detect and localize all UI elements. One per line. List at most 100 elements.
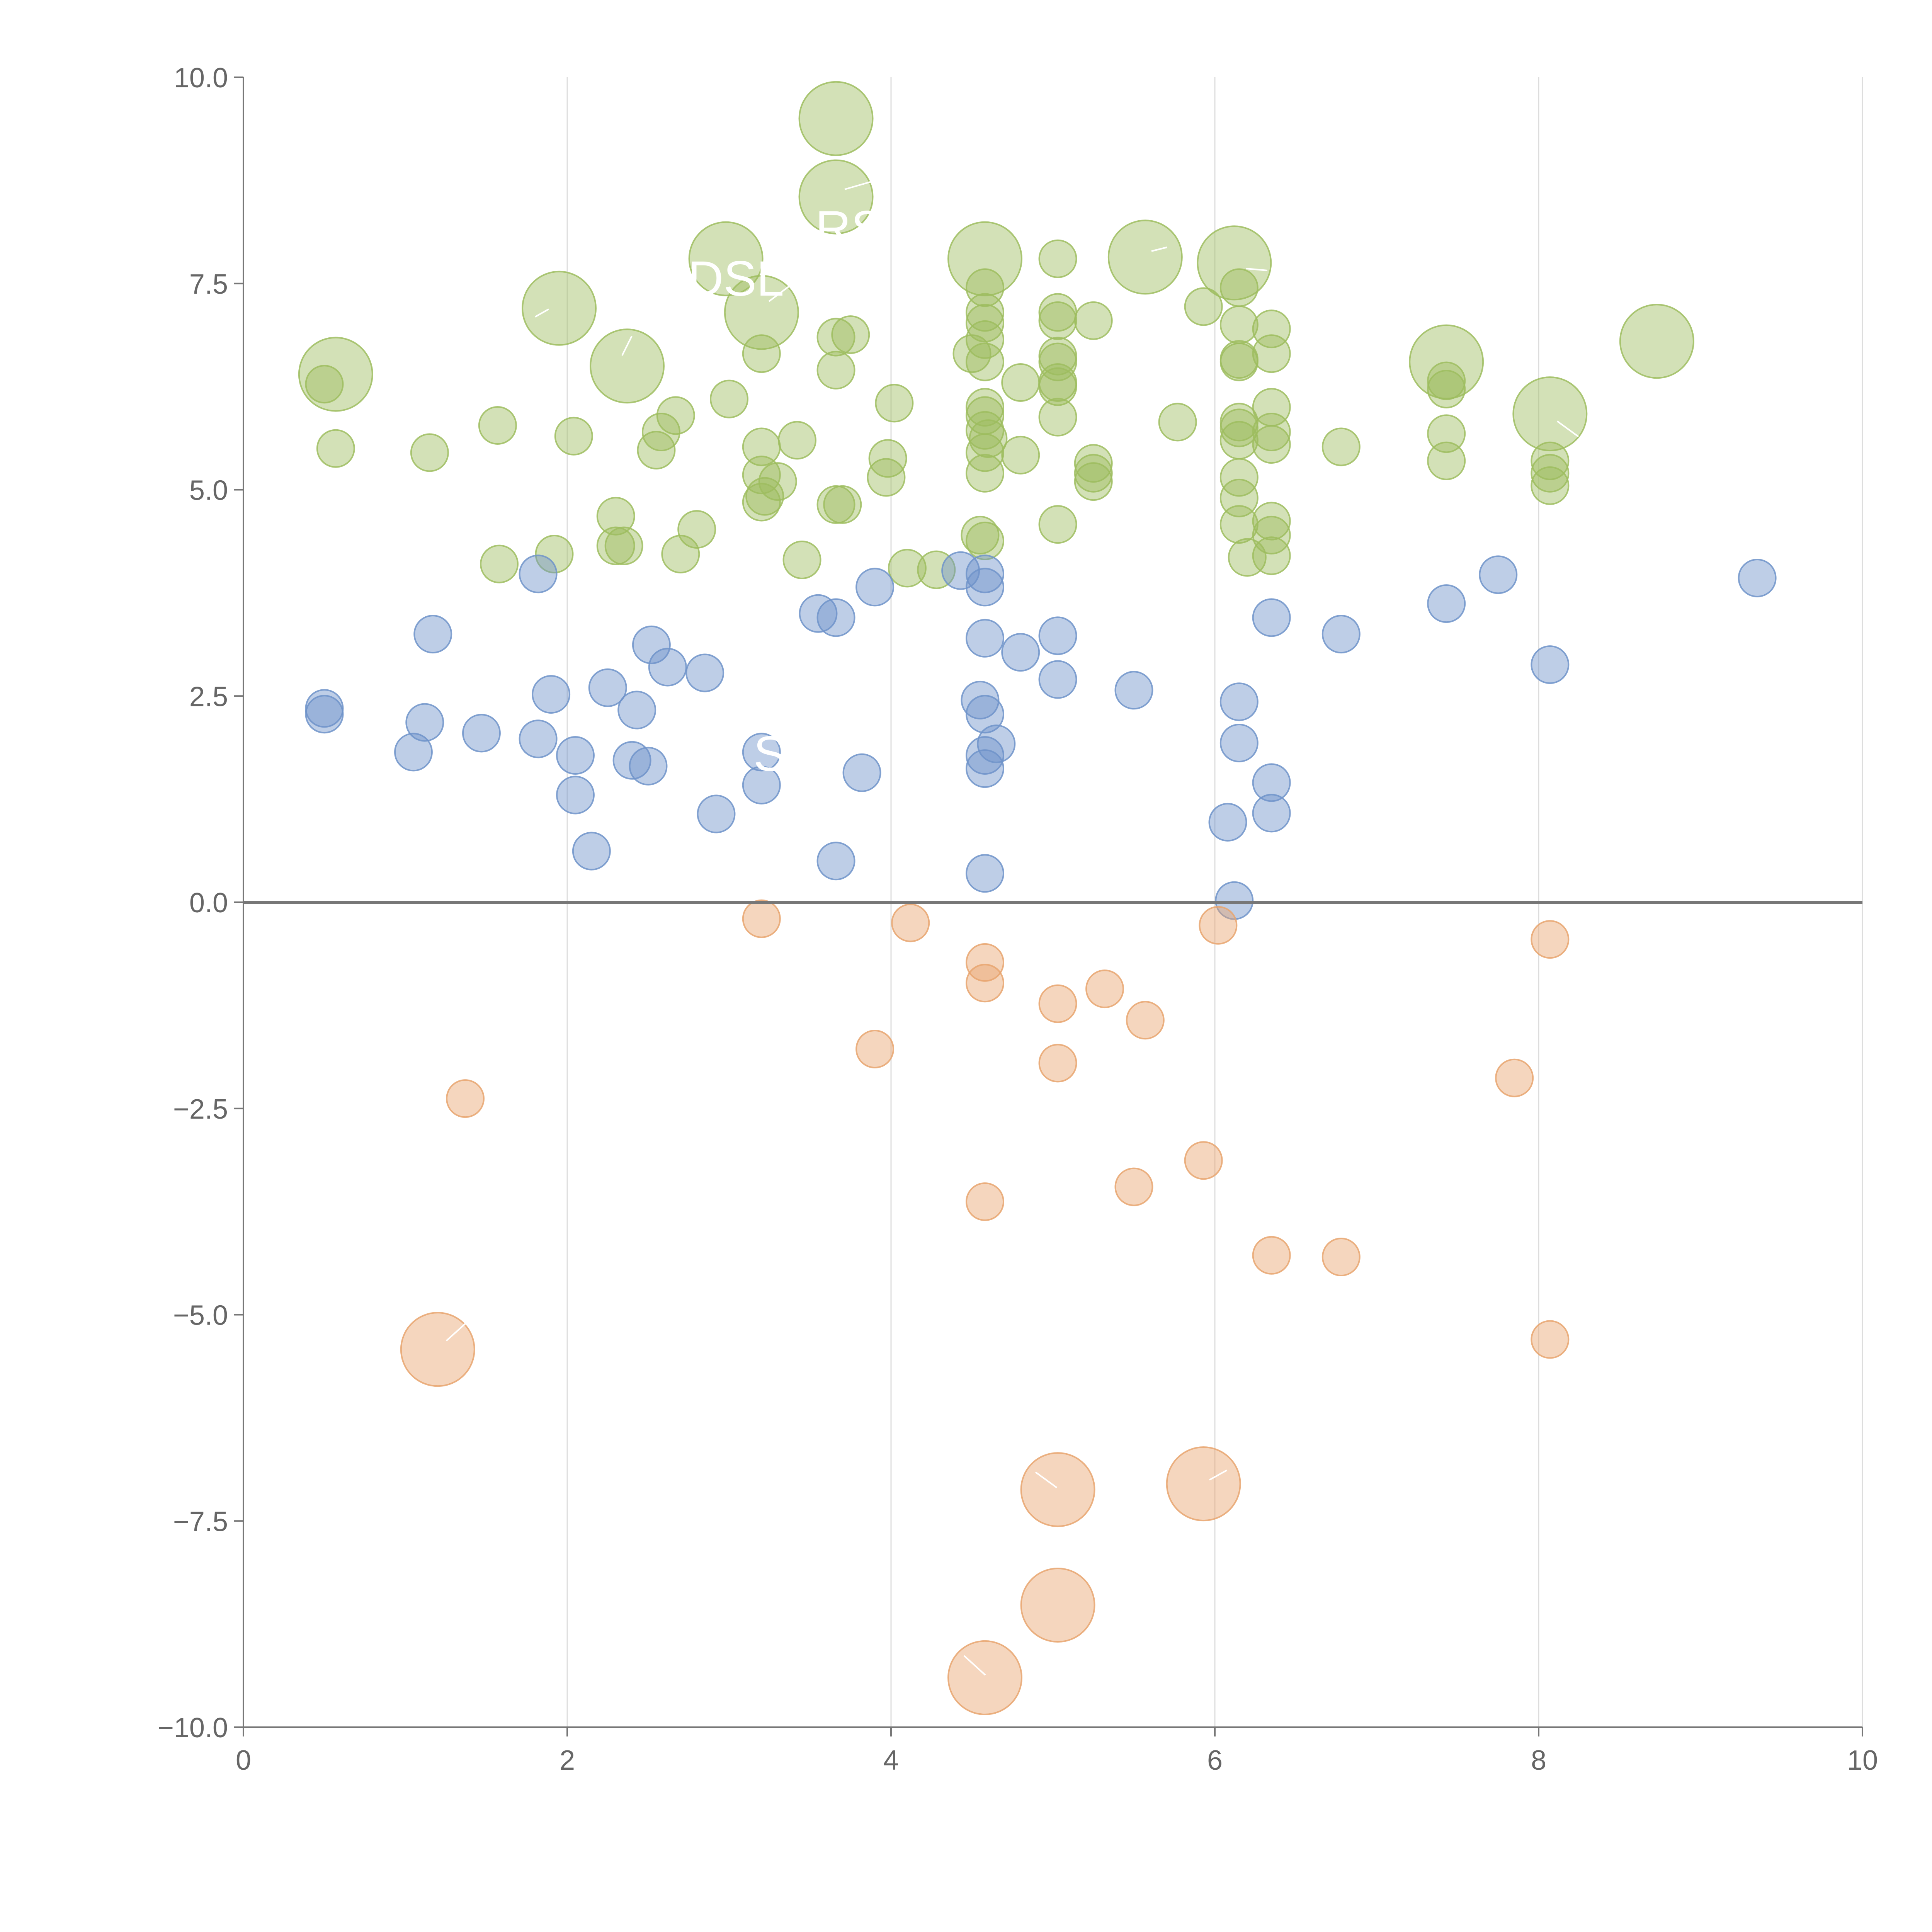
orange-data-point (1166, 1446, 1241, 1522)
green-data-point (1252, 502, 1291, 541)
y-tick-label: 0.0 (189, 888, 228, 918)
green-data-point (875, 384, 914, 423)
green-data-point (831, 315, 870, 354)
point-label-dsl: DSL (688, 251, 784, 306)
blue-data-point (685, 653, 724, 692)
green-data-point (888, 549, 927, 588)
blue-data-point (556, 736, 595, 775)
green-data-point (1001, 363, 1040, 402)
point-label-rs: RS (815, 201, 884, 256)
y-tick-label: 10.0 (174, 63, 228, 94)
blue-data-point (941, 551, 980, 590)
y-tick-label: −10.0 (158, 1713, 228, 1743)
green-data-point (1427, 414, 1466, 453)
label-leader-line (1151, 247, 1167, 252)
blue-data-point (305, 695, 344, 734)
green-data-point (1107, 219, 1183, 295)
green-data-point (966, 454, 1005, 493)
green-data-point (1038, 505, 1077, 544)
green-data-point (1074, 462, 1113, 501)
green-data-point (1219, 268, 1259, 307)
green-data-point (742, 334, 781, 373)
green-data-point (1184, 287, 1223, 326)
blue-data-point (1038, 660, 1077, 699)
blue-data-point (842, 753, 881, 792)
green-data-point (688, 221, 764, 296)
green-data-point (1038, 239, 1077, 278)
blue-data-point (1252, 763, 1291, 802)
blue-data-point (742, 765, 781, 804)
green-data-point (1074, 301, 1113, 340)
orange-data-point (1199, 906, 1238, 945)
label-leader-line (535, 308, 549, 318)
green-data-point (656, 396, 695, 435)
blue-data-point (394, 733, 433, 772)
green-data-point (1531, 466, 1570, 505)
green-data-point (1321, 427, 1361, 466)
green-data-point (554, 417, 593, 456)
orange-data-point (1126, 1001, 1165, 1040)
green-data-point (1619, 304, 1694, 379)
green-data-point (966, 342, 1005, 381)
blue-data-point (816, 598, 855, 637)
green-data-point (1427, 441, 1466, 480)
green-data-point (590, 328, 665, 404)
green-data-point (305, 365, 344, 404)
green-data-point (782, 540, 821, 579)
blue-data-point (556, 776, 595, 815)
green-data-point (642, 413, 681, 452)
green-data-point (1512, 376, 1588, 452)
green-data-point (966, 320, 1005, 359)
blue-data-point (742, 733, 781, 772)
y-tick-label: −5.0 (173, 1300, 228, 1331)
label-leader-line (525, 508, 536, 537)
blue-data-point (1321, 615, 1361, 654)
orange-data-point (742, 899, 781, 938)
green-data-point (478, 406, 517, 445)
blue-data-point (1219, 723, 1259, 762)
blue-data-point (405, 703, 444, 742)
green-data-point (966, 304, 1005, 343)
orange-data-point (1114, 1167, 1153, 1206)
green-data-point (604, 526, 643, 565)
y-tick-label: 7.5 (189, 269, 228, 300)
green-data-point (777, 421, 816, 460)
green-data-point (758, 462, 797, 501)
orange-data-point (400, 1312, 475, 1387)
green-data-point (1038, 398, 1077, 437)
point-labels: RS DSL S (446, 177, 1579, 1676)
green-data-point (966, 521, 1005, 560)
axis-ticks: 0 2 4 6 8 10 −10.0 −7.5 −5.0 −2.5 0.0 2.5 5.0 7.5 10.0 (158, 63, 1878, 1776)
label-leader-line (1209, 1469, 1227, 1481)
green-data-point (961, 515, 1000, 554)
blue-data-point (1038, 616, 1077, 655)
label-leader-line (1035, 1471, 1058, 1488)
green-data-point (710, 379, 748, 418)
green-data-point (1038, 301, 1077, 340)
blue-data-point (966, 854, 1005, 893)
orange-data-point (1531, 920, 1570, 959)
blue-data-point (1427, 584, 1466, 623)
point-label-s: S (753, 726, 786, 782)
blue-data-point (572, 832, 611, 871)
green-data-point (1219, 458, 1259, 497)
blue-data-point (961, 680, 1000, 719)
green-data-point (1252, 515, 1291, 554)
orange-data-point (1495, 1058, 1534, 1097)
orange-data-point (947, 1640, 1023, 1715)
orange-data-point (1038, 1044, 1077, 1083)
green-data-point (816, 350, 855, 389)
label-leader-line (768, 283, 793, 302)
green-data-point (1038, 337, 1077, 376)
green-data-point (1001, 435, 1040, 474)
blue-data-point (966, 695, 1005, 734)
blue-data-point (966, 554, 1005, 594)
green-data-point (798, 81, 874, 156)
blue-data-point (816, 842, 855, 881)
x-tick-label: 4 (883, 1745, 899, 1776)
blue-data-point (1001, 633, 1040, 672)
orange-data-point (855, 1030, 895, 1069)
orange-data-point (1085, 969, 1124, 1009)
blue-data-point (1114, 671, 1153, 710)
label-leader-line (963, 1655, 986, 1676)
